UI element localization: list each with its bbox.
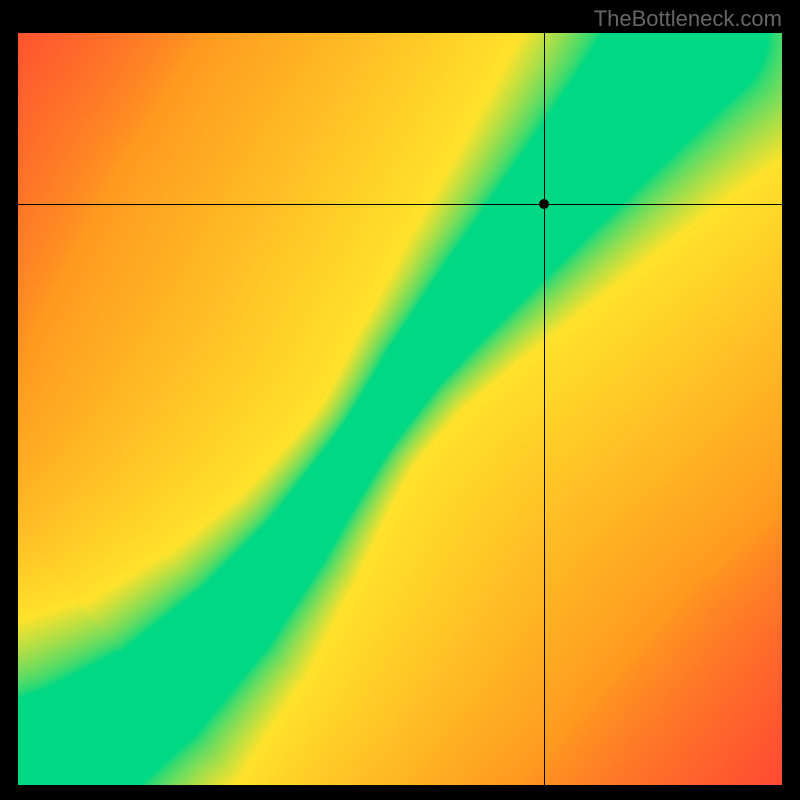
crosshair-dot — [539, 199, 549, 209]
bottleneck-heatmap — [18, 33, 782, 785]
crosshair-horizontal — [18, 204, 782, 205]
watermark-text: TheBottleneck.com — [594, 6, 782, 32]
crosshair-vertical — [544, 33, 545, 785]
heatmap-canvas — [18, 33, 782, 785]
